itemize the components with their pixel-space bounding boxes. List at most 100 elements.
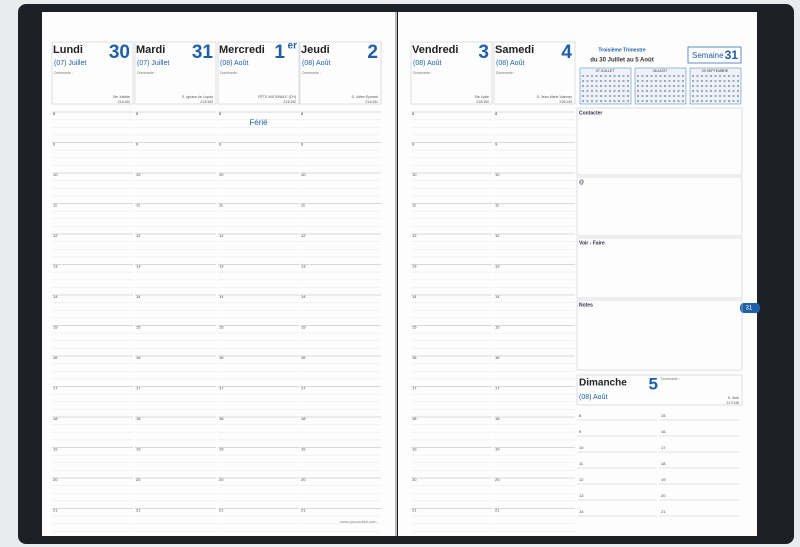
quarter-title: Troisième Trimestre [598,47,645,53]
dominante: Dominante : [302,71,321,75]
hour-label: 19 [53,447,58,452]
saint: S. Jean-Marie Vianney [537,95,573,99]
day-count: 214/151 [365,100,378,104]
hour-label: 15 [136,325,141,330]
dominante: Dominante : [54,71,73,75]
dominante: Dominante : [137,71,156,75]
hour-label: 8 [495,111,498,116]
hour-label: 21 [661,509,666,514]
day-number: 2 [367,42,378,63]
hour-label: 9 [53,142,56,147]
hour-label: 16 [412,355,417,360]
hour-label: 10 [53,172,58,177]
hour-label: 9 [219,142,222,147]
hour-label: 8 [136,111,139,116]
day-name: Lundi [53,44,83,56]
mini-calendar-title: 09 SEPTEMBRE [702,69,729,73]
hour-label: 13 [579,493,584,498]
hour-label: 9 [495,142,498,147]
hour-label: 21 [53,508,58,513]
day-header [493,41,576,105]
hour-label: 19 [412,447,417,452]
dominante: Dominante : [661,377,680,381]
hour-label: 17 [301,386,306,391]
hour-label: 14 [301,294,306,299]
day-month: (07) Juillet [137,60,169,67]
day-month: (08) Août [413,60,441,67]
hour-label: 13 [219,264,224,269]
hour-label: 16 [53,355,58,360]
saint: Ste Juliette [113,95,130,99]
hour-label: 21 [301,508,306,513]
day-count: 213/152 [283,100,296,104]
hour-label: 14 [136,294,141,299]
hour-label: 8 [53,111,56,116]
hour-label: 19 [219,447,224,452]
hour-label: 12 [412,233,417,238]
hour-label: 20 [136,477,141,482]
dominante: Dominante : [220,71,239,75]
day-header [51,41,134,105]
day-number-sup: er [288,41,298,52]
mini-calendar-title: 08 AOÛT [653,68,668,73]
hour-label: 20 [301,477,306,482]
quarter-range: du 30 Juillet au 5 Août [590,58,653,64]
hour-label: 21 [219,508,224,513]
hour-label: 9 [301,142,304,147]
section-box [576,176,743,237]
saint: S. Julien Eymard [352,95,379,99]
hour-label: 8 [412,111,415,116]
day-number: 4 [561,42,572,63]
day-number: 31 [192,42,214,63]
hour-label: 18 [301,416,306,421]
section-label: @ [579,179,584,185]
hour-label: 17 [495,386,500,391]
hour-label: 11 [136,203,141,208]
hour-label: 19 [495,447,500,452]
hour-label: 18 [412,416,417,421]
day-number: 30 [109,42,130,63]
hour-label: 20 [661,493,666,498]
hour-label: 16 [136,355,141,360]
hour-label: 19 [136,447,141,452]
dominante: Dominante : [413,71,432,75]
mini-calendar-title: 07 JUILLET [596,69,615,73]
hour-label: 17 [53,386,58,391]
hour-label: 20 [412,477,417,482]
hour-label: 21 [495,508,500,513]
hour-label: 9 [412,142,415,147]
hour-label: 11 [53,203,58,208]
sunday-month: (08) Août [579,394,607,401]
hour-label: 15 [495,325,500,330]
week-box [687,46,742,64]
hour-label: 10 [495,172,500,177]
footer: www.quovadisfr.com [340,519,377,524]
day-name: Mardi [136,44,165,56]
hour-label: 11 [495,203,500,208]
hour-label: 15 [412,325,417,330]
hour-label: 17 [412,386,417,391]
day-month: (07) Juillet [54,60,86,67]
hour-label: 16 [661,429,666,434]
hour-label: 20 [495,477,500,482]
day-name: Mercredi [219,44,265,56]
hour-label: 10 [579,445,584,450]
hour-label: 18 [661,461,666,466]
hour-label: 12 [579,477,584,482]
hour-label: 8 [301,111,304,116]
section-label: Contacter [579,110,602,116]
hour-label: 12 [495,233,500,238]
hour-label: 20 [219,477,224,482]
hour-label: 20 [53,477,58,482]
hour-label: 21 [136,508,141,513]
day-count: 217/148 [726,401,739,405]
hour-label: 14 [412,294,417,299]
week-tab-label: 31 [746,306,753,312]
hour-label: 11 [301,203,306,208]
hour-label: 21 [412,508,417,513]
sunday-name: Dimanche [579,378,627,389]
hour-label: 8 [579,413,582,418]
day-header [217,41,300,105]
hour-label: 13 [53,264,58,269]
